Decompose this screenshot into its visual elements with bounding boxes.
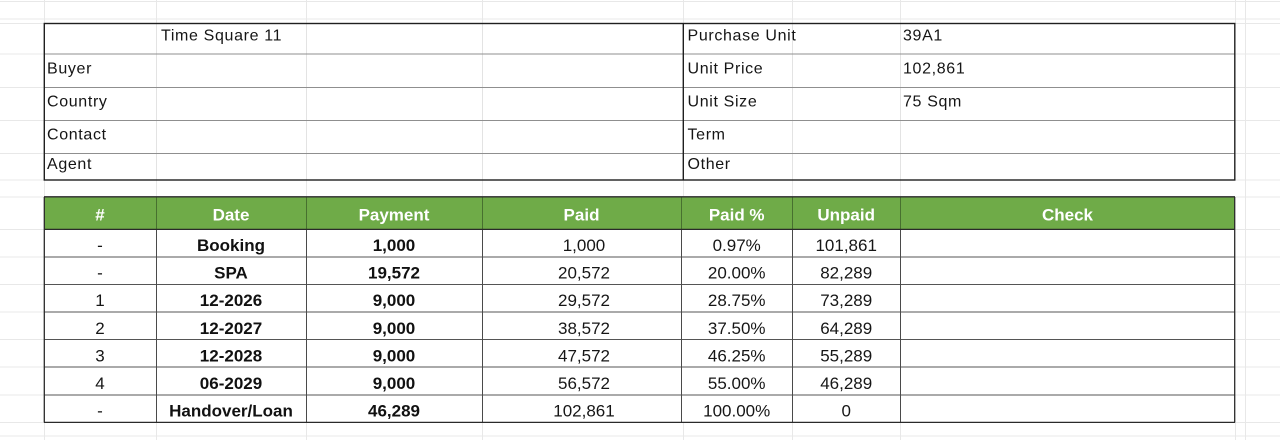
svg-text:102,861: 102,861 xyxy=(903,60,965,77)
svg-text:100.00%: 100.00% xyxy=(703,402,770,421)
svg-text:20,572: 20,572 xyxy=(558,264,610,283)
svg-text:-: - xyxy=(97,402,103,421)
svg-text:12-2028: 12-2028 xyxy=(200,346,262,365)
svg-text:101,861: 101,861 xyxy=(815,236,876,255)
svg-text:Time Square 11: Time Square 11 xyxy=(161,27,282,44)
svg-text:1: 1 xyxy=(95,291,104,310)
svg-text:9,000: 9,000 xyxy=(373,346,416,365)
svg-text:Other: Other xyxy=(688,156,731,173)
svg-text:-: - xyxy=(97,236,103,255)
svg-text:Unpaid: Unpaid xyxy=(817,206,875,225)
svg-text:56,572: 56,572 xyxy=(558,374,610,393)
svg-text:Buyer: Buyer xyxy=(47,60,92,77)
svg-text:82,289: 82,289 xyxy=(820,264,872,283)
svg-text:Term: Term xyxy=(688,127,726,144)
svg-text:Paid %: Paid % xyxy=(709,206,765,225)
svg-text:Contact: Contact xyxy=(47,127,107,144)
svg-text:102,861: 102,861 xyxy=(553,402,614,421)
svg-text:1,000: 1,000 xyxy=(373,236,416,255)
svg-text:2: 2 xyxy=(95,319,104,338)
svg-text:73,289: 73,289 xyxy=(820,291,872,310)
svg-text:Unit Price: Unit Price xyxy=(688,60,764,77)
svg-text:-: - xyxy=(97,264,103,283)
svg-text:SPA: SPA xyxy=(214,264,248,283)
svg-text:29,572: 29,572 xyxy=(558,291,610,310)
svg-text:Booking: Booking xyxy=(197,236,265,255)
svg-text:Agent: Agent xyxy=(47,156,92,173)
svg-text:47,572: 47,572 xyxy=(558,346,610,365)
svg-text:Country: Country xyxy=(47,94,108,111)
svg-text:37.50%: 37.50% xyxy=(708,319,766,338)
svg-text:9,000: 9,000 xyxy=(373,319,416,338)
svg-text:9,000: 9,000 xyxy=(373,291,416,310)
svg-text:12-2026: 12-2026 xyxy=(200,291,262,310)
svg-text:28.75%: 28.75% xyxy=(708,291,766,310)
svg-text:12-2027: 12-2027 xyxy=(200,319,262,338)
svg-text:20.00%: 20.00% xyxy=(708,264,766,283)
svg-text:Purchase Unit: Purchase Unit xyxy=(688,27,797,44)
svg-text:Payment: Payment xyxy=(359,206,430,225)
svg-text:9,000: 9,000 xyxy=(373,374,416,393)
svg-text:55.00%: 55.00% xyxy=(708,374,766,393)
svg-text:46.25%: 46.25% xyxy=(708,346,766,365)
svg-text:06-2029: 06-2029 xyxy=(200,374,262,393)
svg-text:19,572: 19,572 xyxy=(368,264,420,283)
svg-text:1,000: 1,000 xyxy=(563,236,606,255)
svg-text:55,289: 55,289 xyxy=(820,346,872,365)
svg-text:Handover/Loan: Handover/Loan xyxy=(169,402,293,421)
svg-text:46,289: 46,289 xyxy=(820,374,872,393)
svg-text:39A1: 39A1 xyxy=(903,27,943,44)
svg-text:0: 0 xyxy=(841,402,850,421)
svg-text:4: 4 xyxy=(95,374,104,393)
svg-text:Unit Size: Unit Size xyxy=(688,94,758,111)
svg-text:38,572: 38,572 xyxy=(558,319,610,338)
svg-text:Check: Check xyxy=(1042,206,1094,225)
svg-text:#: # xyxy=(95,206,105,225)
svg-text:3: 3 xyxy=(95,346,104,365)
svg-text:75 Sqm: 75 Sqm xyxy=(903,94,962,111)
svg-text:64,289: 64,289 xyxy=(820,319,872,338)
svg-text:Paid: Paid xyxy=(564,206,600,225)
svg-text:0.97%: 0.97% xyxy=(713,236,761,255)
svg-text:Date: Date xyxy=(213,206,250,225)
svg-text:46,289: 46,289 xyxy=(368,402,420,421)
